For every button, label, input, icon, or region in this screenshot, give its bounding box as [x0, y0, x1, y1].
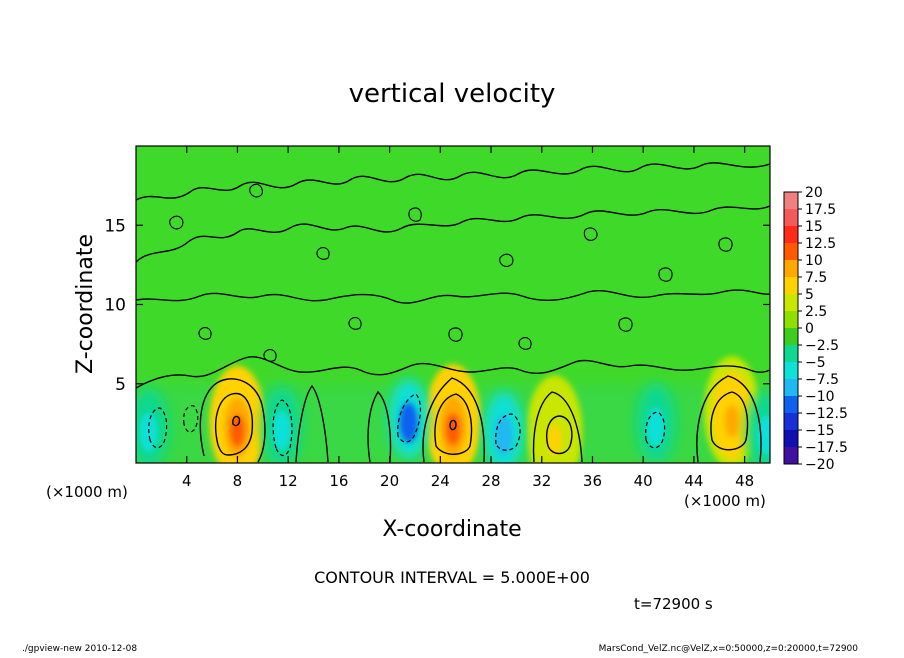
- x-tick-label: 4: [182, 472, 192, 490]
- colorbar-label: 5: [805, 287, 814, 303]
- y-tick-label: 10: [104, 296, 126, 316]
- chart-title: vertical velocity: [349, 79, 556, 109]
- downdraft-cell: [746, 391, 770, 463]
- x-tick-label: 44: [684, 472, 703, 490]
- colorbar-swatch: [784, 226, 798, 243]
- colorbar-swatch: [784, 260, 798, 277]
- colorbar-swatch: [784, 362, 798, 379]
- colorbar-label: −2.5: [805, 338, 839, 354]
- downdraft-core-fill: [272, 410, 291, 451]
- downdraft-cell: [483, 391, 524, 463]
- x-unit-label-left: (×1000 m): [46, 483, 128, 501]
- colorbar-label: 12.5: [805, 236, 836, 252]
- time-text: t=72900 s: [634, 595, 713, 613]
- footer-left: ./gpview-new 2010-12-08: [22, 644, 137, 654]
- x-tick-label: 24: [431, 472, 450, 490]
- colorbar-label: −7.5: [805, 372, 839, 388]
- colorbar-swatch: [784, 379, 798, 396]
- colorbar-label: −12.5: [805, 406, 848, 422]
- updraft-contour-fill: [230, 414, 245, 447]
- contour-interval-text: CONTOUR INTERVAL = 5.000E+00: [314, 568, 590, 587]
- downdraft-core-fill: [646, 407, 665, 448]
- colorbar-label: 7.5: [805, 270, 827, 286]
- colorbar-swatch: [784, 328, 798, 345]
- x-tick-label: 40: [634, 472, 653, 490]
- colorbar-swatch: [784, 192, 798, 209]
- colorbar-swatch: [784, 430, 798, 447]
- x-axis-label: X-coordinate: [382, 517, 521, 542]
- colorbar-label: 10: [805, 253, 823, 269]
- colorbar-label: −15: [805, 423, 835, 439]
- colorbar-label: 2.5: [805, 304, 827, 320]
- downdraft-core-fill: [399, 402, 418, 443]
- colorbar-label: −10: [805, 389, 835, 405]
- updraft-contour-fill: [724, 405, 739, 438]
- colorbar-label: −5: [805, 355, 826, 371]
- colorbar: 2017.51512.5107.552.50−2.5−5−7.5−10−12.5…: [783, 185, 848, 473]
- downdraft-cell: [388, 378, 429, 459]
- y-tick-label: 5: [115, 375, 126, 395]
- updraft-contour-fill: [547, 424, 562, 457]
- colorbar-swatch: [784, 447, 798, 464]
- y-axis-label: Z-coordinate: [73, 234, 98, 374]
- x-tick-label: 12: [279, 472, 298, 490]
- x-tick-label: 32: [532, 472, 551, 490]
- x-unit-label-right: (×1000 m): [684, 492, 766, 510]
- downdraft-cell: [261, 386, 302, 463]
- colorbar-swatch: [784, 413, 798, 430]
- colorbar-label: 0: [805, 321, 814, 337]
- contour-lines: [136, 162, 770, 463]
- colorbar-label: −17.5: [805, 440, 848, 456]
- colorbar-swatch: [784, 345, 798, 362]
- x-tick-label: 28: [481, 472, 500, 490]
- plot-area: [136, 146, 770, 463]
- x-tick-label: 8: [233, 472, 243, 490]
- downdraft-core-fill: [494, 415, 513, 456]
- x-tick-label: 48: [735, 472, 754, 490]
- colorbar-swatch: [784, 209, 798, 226]
- colorbar-label: 17.5: [805, 202, 836, 218]
- colorbar-swatch: [784, 294, 798, 311]
- colorbar-label: 15: [805, 219, 823, 235]
- footer-right: MarsCond_VelZ.nc@VelZ,x=0:50000,z=0:2000…: [599, 644, 859, 654]
- colorbar-swatch: [784, 277, 798, 294]
- colorbar-swatch: [784, 243, 798, 260]
- x-tick-label: 16: [329, 472, 348, 490]
- colorbar-label: −20: [805, 457, 835, 473]
- downdraft-cell: [136, 388, 169, 463]
- updraft-cell: [526, 375, 583, 463]
- colorbar-swatch: [784, 396, 798, 413]
- colorbar-swatch: [784, 311, 798, 328]
- colorbar-label: 20: [805, 185, 823, 201]
- x-tick-label: 36: [583, 472, 602, 490]
- y-tick-label: 15: [104, 216, 126, 236]
- negative-contours: [148, 393, 666, 457]
- x-tick-label: 20: [380, 472, 399, 490]
- downdraft-cell: [635, 383, 676, 463]
